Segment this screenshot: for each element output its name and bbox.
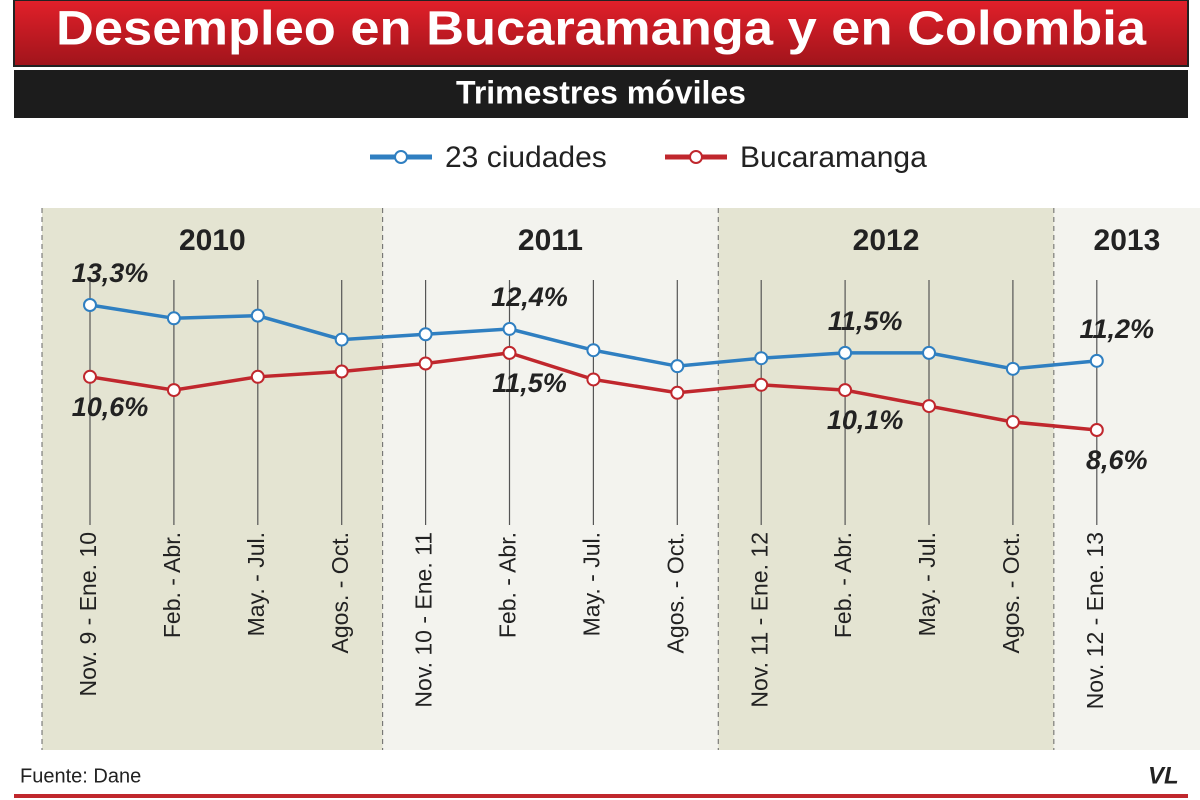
data-point	[166, 311, 181, 326]
data-label: 8,6%	[1086, 445, 1148, 475]
data-label: 10,1%	[827, 405, 904, 435]
period-band	[42, 208, 383, 750]
data-point	[418, 327, 433, 342]
data-point	[1005, 361, 1020, 376]
logo: VL	[1148, 762, 1179, 789]
data-point	[334, 364, 349, 379]
x-tick-label: Feb. - Abr.	[159, 532, 185, 638]
data-point	[1005, 415, 1020, 430]
data-point	[922, 345, 936, 360]
period-label: 2011	[518, 224, 583, 257]
x-tick-label: Nov. 10 - Ene. 11	[411, 532, 437, 708]
data-label: 12,4%	[491, 282, 568, 312]
data-point	[334, 332, 349, 347]
data-point	[586, 372, 601, 387]
data-point	[418, 356, 433, 371]
x-tick-label: May. - Jul.	[914, 532, 940, 636]
data-point	[922, 399, 936, 414]
x-tick-label: Feb. - Abr.	[830, 532, 856, 638]
x-tick-label: Feb. - Abr.	[495, 532, 521, 638]
footer-rule	[14, 794, 1188, 798]
legend-marker	[689, 150, 703, 164]
data-point	[838, 345, 853, 360]
data-point	[754, 377, 769, 392]
data-point	[83, 298, 97, 312]
period-band	[382, 208, 719, 750]
data-point	[586, 343, 601, 358]
data-point	[83, 369, 97, 384]
chart-title: Desempleo en Bucaramanga y en Colombia	[56, 3, 1146, 56]
x-tick-label: May. - Jul.	[243, 532, 269, 636]
period-label: 2013	[1094, 224, 1161, 257]
x-tick-label: Agos. - Oct.	[998, 532, 1024, 653]
x-tick-label: Nov. 9 - Ene. 10	[75, 532, 101, 697]
period-band	[718, 208, 1054, 750]
data-label: 11,2%	[1080, 314, 1155, 344]
x-tick-label: Nov. 11 - Ene. 12	[746, 532, 772, 708]
data-point	[250, 369, 265, 384]
data-label: 11,5%	[492, 368, 567, 398]
chart-subtitle: Trimestres móviles	[456, 74, 746, 110]
data-point	[502, 321, 517, 336]
data-point	[1089, 353, 1104, 368]
data-point	[166, 383, 181, 398]
data-label: 10,6%	[72, 392, 149, 422]
title-banner	[13, 0, 1189, 67]
subtitle-bar	[14, 70, 1188, 118]
data-label: 13,3%	[72, 258, 149, 288]
data-label: 11,5%	[828, 306, 903, 336]
legend-label: Bucaramanga	[740, 141, 927, 174]
source: Fuente: Dane	[20, 765, 141, 787]
legend-label: 23 ciudades	[445, 141, 607, 174]
data-point	[838, 383, 853, 398]
period-band	[1053, 208, 1200, 750]
x-tick-label: May. - Jul.	[578, 532, 604, 636]
data-point	[250, 308, 265, 323]
period-label: 2010	[179, 224, 246, 257]
data-point	[670, 359, 685, 374]
x-tick-label: Agos. - Oct.	[662, 532, 688, 653]
x-tick-label: Agos. - Oct.	[327, 532, 353, 653]
data-point	[1089, 423, 1104, 437]
data-point	[670, 385, 685, 400]
legend-marker	[394, 150, 408, 164]
period-label: 2012	[853, 224, 920, 257]
data-point	[502, 345, 517, 360]
data-point	[754, 351, 769, 366]
x-tick-label: Nov. 12 - Ene. 13	[1082, 532, 1108, 709]
